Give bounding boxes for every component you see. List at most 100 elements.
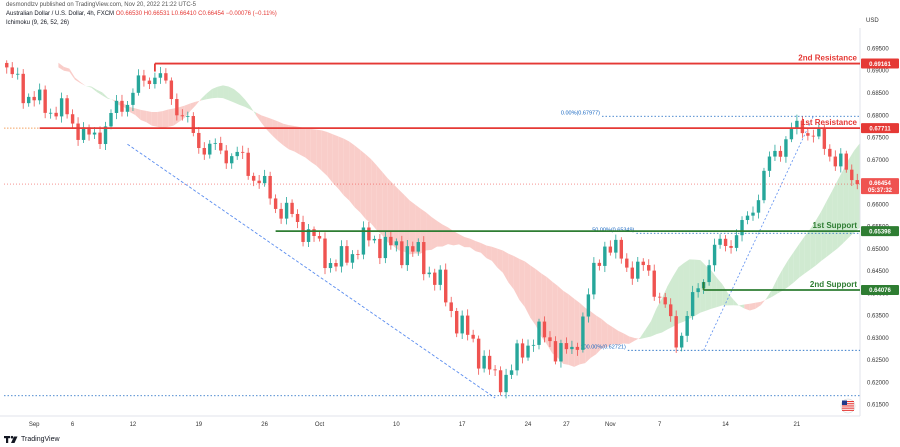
- candle-body[interactable]: [43, 89, 47, 113]
- candle-body[interactable]: [756, 200, 761, 213]
- candle-body[interactable]: [778, 150, 783, 157]
- candle-body[interactable]: [603, 246, 607, 266]
- tradingview-logo[interactable]: TradingView: [4, 435, 60, 444]
- candle-body[interactable]: [751, 212, 755, 216]
- candle-body[interactable]: [224, 150, 228, 164]
- candle-body[interactable]: [487, 355, 492, 370]
- candle-body[interactable]: [32, 96, 36, 101]
- candle-body[interactable]: [273, 198, 278, 209]
- candle-body[interactable]: [800, 120, 805, 134]
- candle-body[interactable]: [26, 96, 31, 104]
- candle-body[interactable]: [636, 261, 640, 279]
- candle-body[interactable]: [21, 73, 25, 104]
- candle-body[interactable]: [745, 215, 750, 221]
- candle-body[interactable]: [257, 180, 261, 184]
- candle-body[interactable]: [268, 175, 272, 199]
- candle-body[interactable]: [120, 100, 124, 112]
- candle-body[interactable]: [658, 296, 662, 298]
- candle-body[interactable]: [37, 89, 42, 101]
- candle-body[interactable]: [10, 67, 14, 75]
- candle-body[interactable]: [246, 152, 250, 176]
- candle-body[interactable]: [356, 254, 360, 255]
- candle-body[interactable]: [570, 346, 574, 350]
- candle-body[interactable]: [828, 148, 832, 157]
- candle-body[interactable]: [520, 343, 525, 358]
- candle-body[interactable]: [87, 127, 91, 135]
- candle-body[interactable]: [795, 120, 799, 129]
- trendline[interactable]: [127, 143, 496, 399]
- candle-body[interactable]: [411, 246, 415, 252]
- candle-body[interactable]: [81, 127, 86, 140]
- candle-body[interactable]: [723, 238, 728, 246]
- candle-body[interactable]: [449, 302, 453, 311]
- candle-body[interactable]: [350, 254, 355, 263]
- candle-body[interactable]: [718, 238, 722, 245]
- candle-body[interactable]: [427, 272, 431, 275]
- candle-body[interactable]: [652, 270, 656, 297]
- candle-body[interactable]: [559, 343, 563, 362]
- candle-body[interactable]: [70, 114, 75, 124]
- candle-body[interactable]: [186, 116, 190, 117]
- candle-body[interactable]: [734, 235, 739, 248]
- candle-body[interactable]: [592, 262, 596, 295]
- candle-body[interactable]: [647, 265, 651, 271]
- candle-body[interactable]: [806, 133, 810, 136]
- candle-body[interactable]: [850, 169, 854, 181]
- candle-body[interactable]: [493, 369, 497, 371]
- candle-body[interactable]: [674, 316, 678, 348]
- candle-body[interactable]: [164, 73, 168, 81]
- candle-body[interactable]: [784, 139, 788, 157]
- candle-body[interactable]: [334, 263, 338, 267]
- candle-body[interactable]: [312, 229, 316, 236]
- candle-body[interactable]: [136, 75, 141, 93]
- candle-body[interactable]: [707, 265, 711, 283]
- candle-body[interactable]: [542, 321, 547, 338]
- support-level[interactable]: 1st Support 0.65398: [275, 221, 899, 237]
- candle-body[interactable]: [59, 98, 64, 117]
- candle-body[interactable]: [383, 236, 388, 259]
- candle-body[interactable]: [685, 315, 689, 336]
- candle-body[interactable]: [389, 236, 393, 246]
- candle-body[interactable]: [482, 355, 486, 369]
- candle-body[interactable]: [625, 258, 629, 268]
- candle-body[interactable]: [202, 148, 206, 155]
- candle-body[interactable]: [328, 263, 333, 269]
- candle-body[interactable]: [630, 267, 634, 279]
- candle-body[interactable]: [251, 175, 256, 181]
- candle-body[interactable]: [98, 132, 102, 145]
- resistance-level[interactable]: 1st Resistance 0.67711: [4, 118, 899, 134]
- candle-body[interactable]: [48, 112, 53, 114]
- candle-body[interactable]: [92, 132, 97, 135]
- candle-body[interactable]: [317, 235, 322, 239]
- candle-body[interactable]: [619, 239, 624, 259]
- candle-body[interactable]: [696, 288, 700, 293]
- candle-body[interactable]: [548, 337, 552, 342]
- candle-body[interactable]: [438, 269, 442, 285]
- candle-body[interactable]: [290, 202, 294, 214]
- candle-body[interactable]: [844, 153, 848, 170]
- candle-body[interactable]: [175, 99, 179, 116]
- candle-body[interactable]: [433, 272, 437, 285]
- candle-body[interactable]: [208, 143, 212, 155]
- candle-body[interactable]: [833, 156, 838, 167]
- candle-body[interactable]: [515, 343, 519, 371]
- candle-body[interactable]: [822, 127, 827, 149]
- candle-body[interactable]: [219, 142, 223, 151]
- candle-body[interactable]: [553, 341, 558, 362]
- candle-body[interactable]: [476, 338, 481, 369]
- candle-body[interactable]: [109, 112, 113, 127]
- candle-body[interactable]: [306, 229, 311, 242]
- us-flag-icon[interactable]: [840, 398, 856, 414]
- candle-body[interactable]: [454, 310, 459, 334]
- candle-body[interactable]: [465, 315, 470, 335]
- candle-body[interactable]: [295, 213, 300, 223]
- candle-body[interactable]: [597, 262, 602, 266]
- candle-body[interactable]: [581, 316, 585, 350]
- candle-body[interactable]: [509, 370, 514, 375]
- candle-body[interactable]: [54, 112, 58, 117]
- candle-body[interactable]: [5, 62, 9, 68]
- candle-body[interactable]: [180, 115, 185, 117]
- candle-body[interactable]: [729, 245, 733, 248]
- candle-body[interactable]: [345, 246, 349, 263]
